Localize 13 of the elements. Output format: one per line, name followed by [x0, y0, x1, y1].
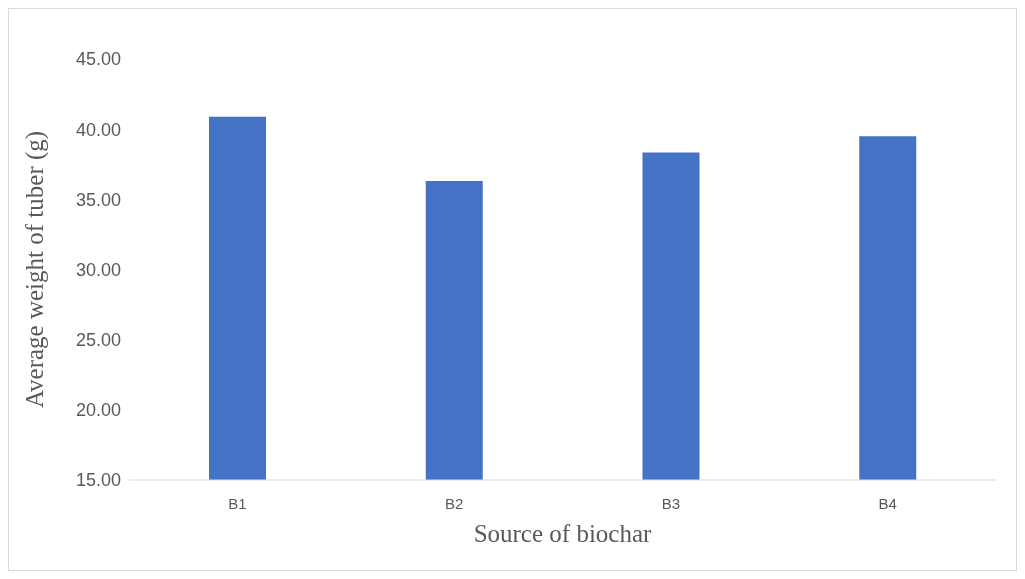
x-tick-label: B3: [661, 494, 681, 512]
y-tick-label: 15.00: [75, 470, 121, 491]
y-tick-label: 20.00: [75, 400, 121, 421]
x-tick-label: B1: [228, 494, 247, 512]
y-tick-label: 25.00: [75, 330, 121, 351]
y-tick-label: 45.00: [75, 49, 121, 70]
y-tick-label: 35.00: [75, 189, 121, 210]
y-tick-label: 40.00: [75, 119, 121, 140]
x-tick-label: B2: [444, 494, 464, 512]
x-axis-title: Source of biochar: [473, 520, 653, 547]
x-tick-label: B4: [878, 494, 897, 512]
y-axis-title: Average weight of tuber (g): [20, 130, 49, 409]
y-tick-label: 30.00: [75, 259, 121, 280]
